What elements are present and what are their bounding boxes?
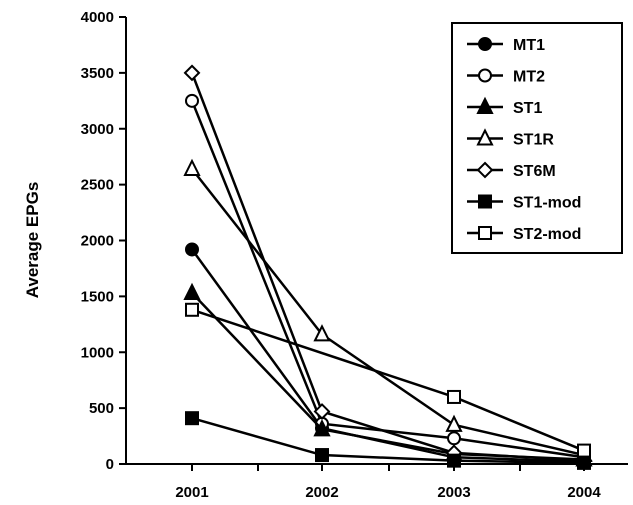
legend-marker <box>478 194 492 209</box>
data-point <box>313 419 331 437</box>
data-point <box>185 93 199 108</box>
legend-marker <box>476 96 494 114</box>
data-point <box>577 443 591 458</box>
y-tick-label: 1000 <box>81 344 114 361</box>
legend-label: ST1R <box>513 132 554 149</box>
data-point <box>183 64 201 82</box>
x-ticks: 2001 2002 2003 2004 <box>175 464 601 501</box>
legend-marker <box>476 161 494 179</box>
data-point <box>313 403 331 420</box>
data-point <box>183 282 201 301</box>
series-line <box>190 72 585 462</box>
legend-item: ST1R <box>467 128 554 149</box>
data-point <box>315 448 329 463</box>
y-tick-label: 500 <box>89 400 114 417</box>
data-point <box>183 158 201 176</box>
series-st1-mod <box>185 411 591 470</box>
legend-item: ST1 <box>467 96 542 117</box>
x-tick-label: 2004 <box>567 484 601 501</box>
y-ticks: 0 500 1000 1500 2000 2500 3000 3500 4000 <box>81 9 126 473</box>
x-tick-label: 2003 <box>437 484 470 501</box>
y-tick-label: 3000 <box>81 121 114 138</box>
y-tick-label: 1500 <box>81 288 114 305</box>
y-tick-label: 2500 <box>81 177 114 194</box>
legend-item: ST1-mod <box>467 194 581 212</box>
y-tick-label: 2000 <box>81 233 114 250</box>
legend: MT1 MT2 ST1 ST1R ST6M ST1-mod ST2-mod <box>451 22 623 254</box>
legend-item: ST6M <box>467 161 556 180</box>
series-line <box>191 168 585 457</box>
legend-label: ST1-mod <box>513 195 581 212</box>
y-axis-title: Average EPGs <box>23 182 42 299</box>
data-point <box>447 389 461 404</box>
data-point <box>447 453 461 468</box>
series-line <box>191 416 585 465</box>
data-point <box>185 242 199 257</box>
x-tick-label: 2002 <box>305 484 338 501</box>
data-point <box>313 324 331 342</box>
legend-label: ST2-mod <box>513 226 581 243</box>
data-point <box>577 455 591 470</box>
series-st2-mod <box>185 302 591 458</box>
legend-label: ST6M <box>513 163 556 180</box>
legend-label: MT2 <box>513 69 545 86</box>
data-point <box>445 414 463 432</box>
legend-item: MT2 <box>467 68 545 86</box>
x-tick-label: 2001 <box>175 484 208 501</box>
legend-marker <box>476 128 494 146</box>
data-point <box>185 411 199 426</box>
legend-item: ST2-mod <box>467 226 581 243</box>
legend-marker <box>478 68 492 83</box>
legend-label: ST1 <box>513 100 542 117</box>
data-point <box>185 302 199 317</box>
legend-label: MT1 <box>513 37 545 54</box>
legend-item: MT1 <box>467 37 545 54</box>
y-tick-label: 3500 <box>81 65 114 82</box>
data-point <box>447 431 461 446</box>
y-tick-label: 4000 <box>81 9 114 26</box>
legend-marker <box>478 37 492 51</box>
legend-marker <box>478 226 492 240</box>
y-tick-label: 0 <box>106 456 114 473</box>
series-layer <box>183 64 593 470</box>
